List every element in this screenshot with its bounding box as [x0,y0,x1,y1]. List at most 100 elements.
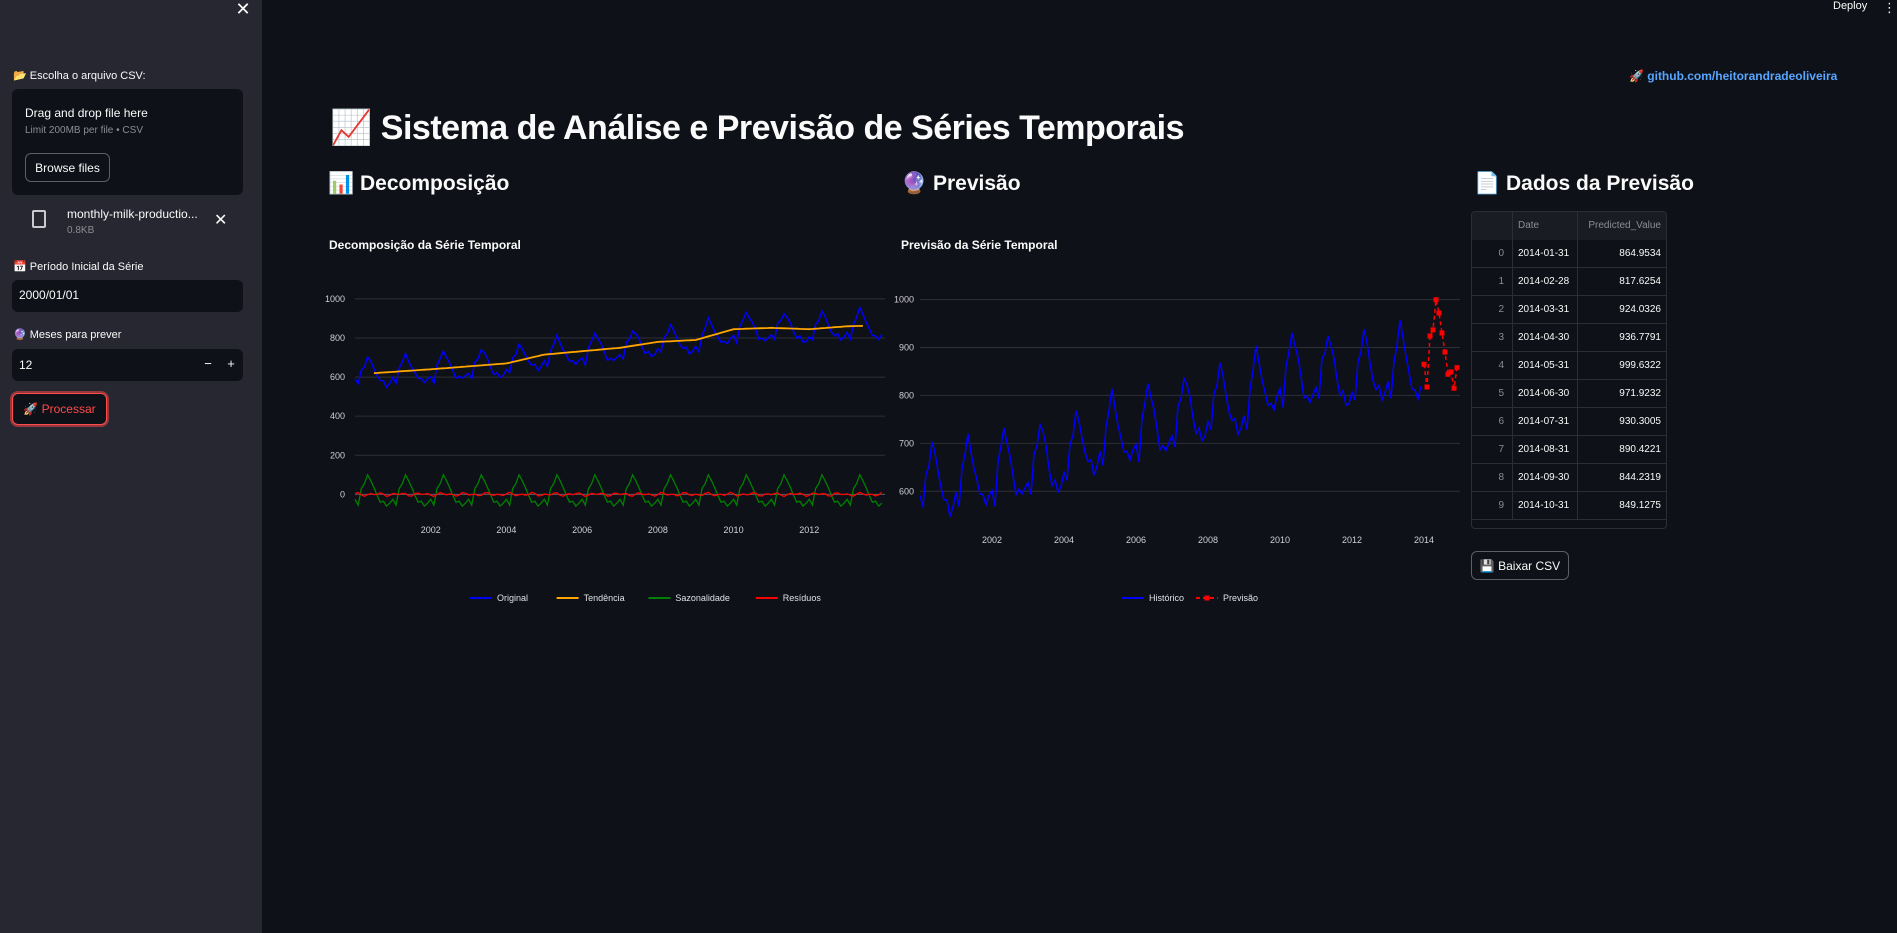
row-date[interactable]: 2014-08-31 [1513,436,1578,464]
forecast-marker [1442,349,1448,355]
close-sidebar-icon[interactable]: ✕ [235,0,251,19]
table-header-value[interactable]: Predicted_Value [1578,212,1666,240]
legend-label: Previsão [1223,593,1258,603]
csv-upload-label: 📂 Escolha o arquivo CSV: [13,70,146,82]
x-tick-label: 2002 [982,535,1002,545]
forecast-marker [1424,384,1430,390]
y-tick-label: 700 [899,438,914,448]
series-line-sazonalidade [354,473,883,508]
row-date[interactable]: 2014-09-30 [1513,464,1578,492]
file-icon [32,210,46,228]
row-date[interactable]: 2014-07-31 [1513,408,1578,436]
table-row: 1 2014-02-28 817.6254 [1472,268,1666,296]
row-index[interactable]: 4 [1472,352,1513,380]
row-date[interactable]: 2014-03-31 [1513,296,1578,324]
row-value[interactable]: 924.0326 [1619,304,1661,315]
forecast-marker [1430,327,1436,333]
forecast-marker [1454,365,1460,371]
row-date[interactable]: 2014-06-30 [1513,380,1578,408]
y-tick-label: 200 [330,450,345,460]
row-value[interactable]: 890.4221 [1619,444,1661,455]
table-header-date[interactable]: Date [1513,212,1578,240]
forecast-data-heading: 📄 Dados da Previsão [1474,172,1694,195]
browse-files-button[interactable]: Browse files [25,153,110,182]
row-index[interactable]: 6 [1472,408,1513,436]
forecast-marker [1427,333,1433,339]
forecast-marker [1439,330,1445,336]
row-value[interactable]: 817.6254 [1619,276,1661,287]
decomp-chart-title: Decomposição da Série Temporal [329,238,521,252]
months-value[interactable]: 12 [19,358,33,372]
months-label: 🔮 Meses para prever [13,329,122,341]
x-tick-label: 2004 [496,525,516,535]
row-value[interactable]: 930.3005 [1619,416,1661,427]
forecast-marker [1421,361,1427,367]
x-tick-label: 2010 [724,525,744,535]
forecast-marker [1448,369,1454,375]
legend-label: Histórico [1149,593,1184,603]
table-row: 7 2014-08-31 890.4221 [1472,436,1666,464]
x-tick-label: 2012 [1342,535,1362,545]
table-header-index [1472,212,1513,240]
row-value[interactable]: 844.2319 [1619,472,1661,483]
row-index[interactable]: 5 [1472,380,1513,408]
remove-file-icon[interactable]: ✕ [214,212,228,229]
row-value[interactable]: 849.1275 [1619,500,1661,511]
row-date[interactable]: 2014-05-31 [1513,352,1578,380]
increment-button[interactable]: + [227,356,235,371]
row-value[interactable]: 999.6322 [1619,360,1661,371]
x-tick-label: 2008 [1198,535,1218,545]
row-index[interactable]: 7 [1472,436,1513,464]
legend-label: Original [497,593,528,603]
row-value[interactable]: 971.9232 [1619,388,1661,399]
file-uploader-dropzone[interactable]: Drag and drop file here Limit 200MB per … [12,89,243,195]
forecast-heading: 🔮 Previsão [901,172,1021,195]
table-row: 0 2014-01-31 864.9534 [1472,240,1666,268]
process-button[interactable]: 🚀 Processar [12,393,107,425]
github-link[interactable]: 🚀 github.com/heitorandradeoliveira [1629,69,1838,83]
y-tick-label: 900 [899,343,914,353]
legend-marker [1204,595,1210,601]
legend-label: Resíduos [783,593,822,603]
table-row: 9 2014-10-31 849.1275 [1472,492,1666,520]
forecast-table: Date Predicted_Value 0 2014-01-31 864.9534… [1471,211,1667,529]
row-value[interactable]: 864.9534 [1619,248,1661,259]
uploader-title: Drag and drop file here [25,106,148,120]
download-csv-button[interactable]: 💾 Baixar CSV [1471,551,1569,580]
series-line-residuos [354,491,883,498]
row-date[interactable]: 2014-04-30 [1513,324,1578,352]
table-row: 3 2014-04-30 936.7791 [1472,324,1666,352]
table-row: 2 2014-03-31 924.0326 [1472,296,1666,324]
x-tick-label: 2006 [572,525,592,535]
legend-label: Tendência [584,593,625,603]
row-date[interactable]: 2014-10-31 [1513,492,1578,520]
x-tick-label: 2006 [1126,535,1146,545]
y-tick-label: 800 [899,390,914,400]
series-line-original [354,305,883,389]
row-index[interactable]: 0 [1472,240,1513,268]
main-menu-icon[interactable]: ⋮ [1883,0,1896,15]
decrement-button[interactable]: − [204,356,212,371]
x-tick-label: 2008 [648,525,668,535]
row-index[interactable]: 8 [1472,464,1513,492]
row-index[interactable]: 9 [1472,492,1513,520]
months-number-input[interactable]: 12 − + [12,349,243,381]
x-tick-label: 2004 [1054,535,1074,545]
row-index[interactable]: 2 [1472,296,1513,324]
table-row: 8 2014-09-30 844.2319 [1472,464,1666,492]
start-period-input[interactable]: 2000/01/01 [12,280,243,312]
y-tick-label: 400 [330,411,345,421]
row-date[interactable]: 2014-02-28 [1513,268,1578,296]
page-title: 📈 Sistema de Análise e Previsão de Série… [330,109,1185,147]
row-date[interactable]: 2014-01-31 [1513,240,1578,268]
row-index[interactable]: 3 [1472,324,1513,352]
deploy-button[interactable]: Deploy [1833,0,1868,12]
decomposition-chart: 0 200 400 600 800 1000 2002 2004 2006 2008 2010 201… [325,294,885,603]
row-value[interactable]: 936.7791 [1619,332,1661,343]
decomposition-heading: 📊 Decomposição [328,172,510,195]
sidebar: ✕ 📂 Escolha o arquivo CSV: Drag and drop… [0,0,262,933]
row-index[interactable]: 1 [1472,268,1513,296]
y-tick-label: 1000 [325,294,345,304]
series-line-historico [919,320,1422,517]
x-tick-label: 2002 [421,525,441,535]
